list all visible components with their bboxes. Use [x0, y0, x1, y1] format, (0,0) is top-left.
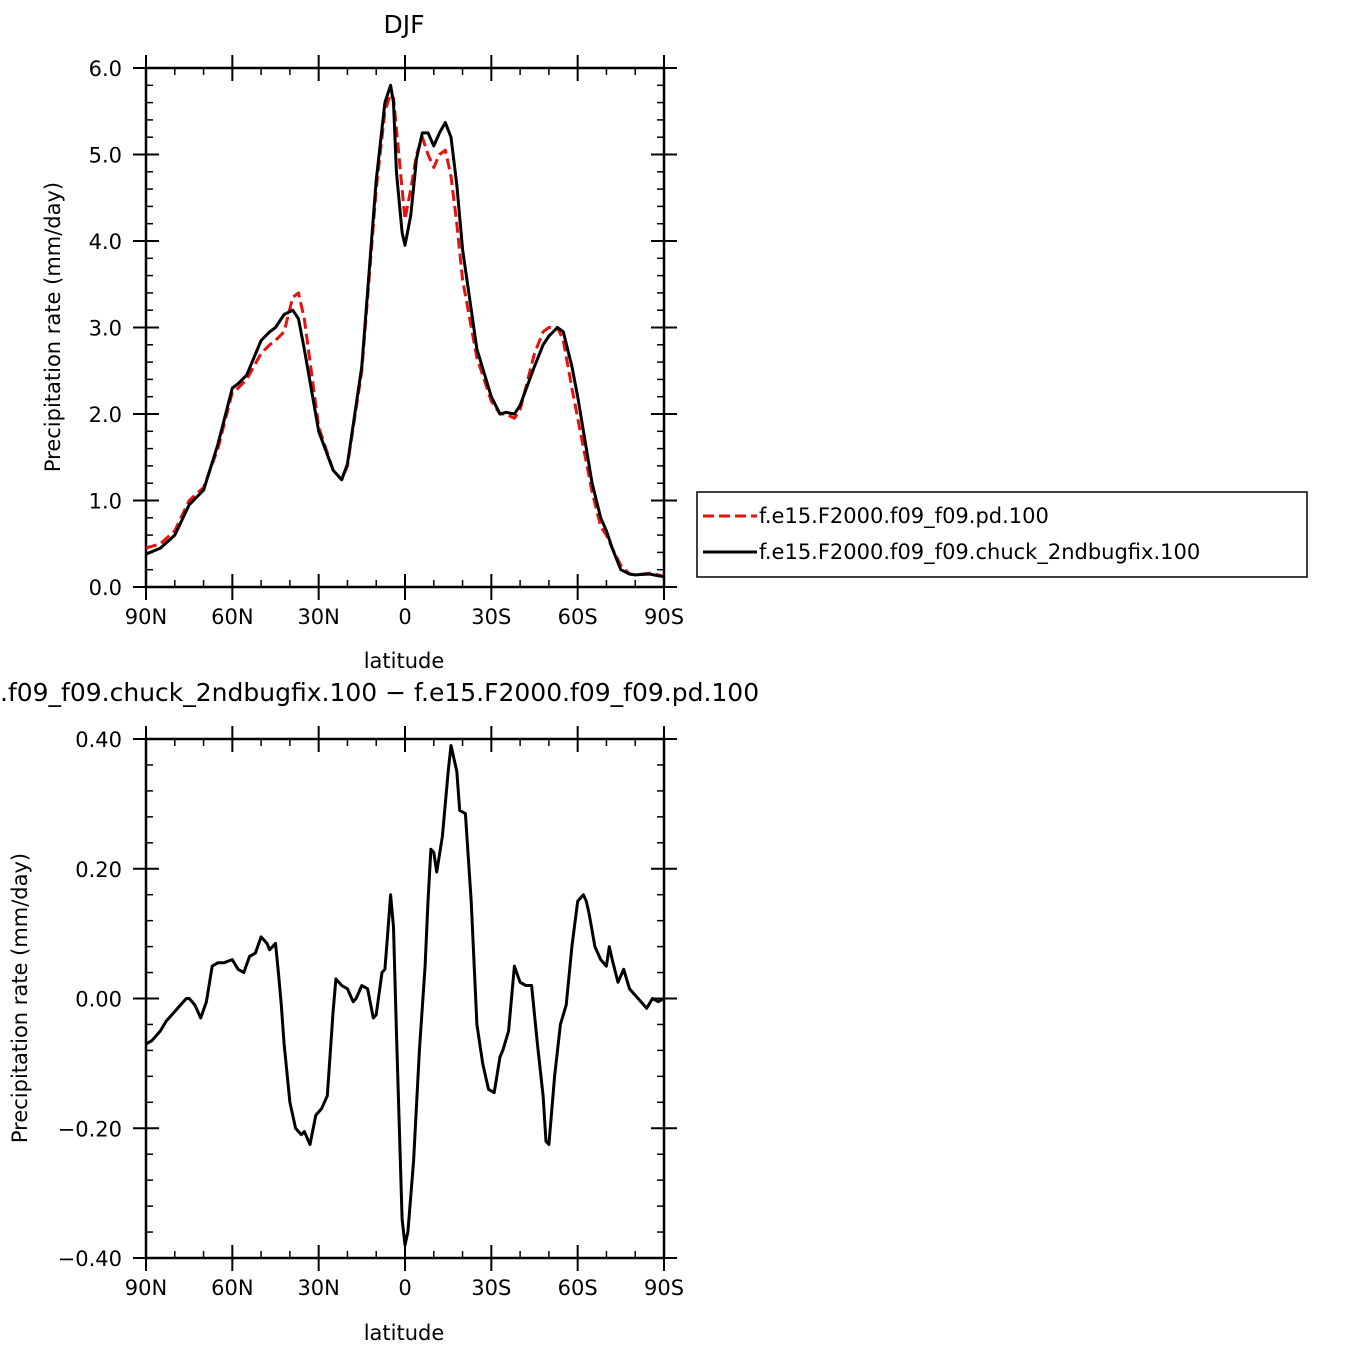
bottom-axis-ticks: 90N 60N 30N 0 30S 60S 90S −0.40 −0.20 0.00 0.20 0.4…: [58, 726, 684, 1300]
x-tick-label: 60S: [558, 605, 598, 629]
legend-label-pd: f.e15.F2000.f09_f09.pd.100: [759, 504, 1049, 529]
y-tick-label: −0.40: [58, 1247, 122, 1271]
x-tick-label: 90S: [644, 605, 684, 629]
y-tick-label: 0.0: [89, 576, 122, 600]
x-tick-label: 30S: [471, 605, 511, 629]
y-tick-label: 4.0: [89, 230, 122, 254]
top-x-axis-title: latitude: [364, 649, 445, 673]
x-tick-label: 30N: [297, 1276, 339, 1300]
y-tick-label: −0.20: [58, 1117, 122, 1141]
top-chart-panel: DJF 90N 60N 30N 0 30S 60S 90S 0.0 1.0 2.0 3.0 4.0 5.…: [41, 10, 1308, 673]
x-tick-label: 90S: [644, 1276, 684, 1300]
bottom-y-axis-title: Precipitation rate (mm/day): [8, 853, 32, 1143]
x-tick-label: 90N: [125, 1276, 167, 1300]
y-tick-label: 3.0: [89, 317, 122, 341]
top-y-axis-title: Precipitation rate (mm/day): [41, 182, 65, 472]
y-tick-label: 1.0: [89, 490, 122, 514]
series-line-1: [145, 83, 665, 579]
y-tick-label: 0.20: [75, 858, 122, 882]
y-tick-label: 2.0: [89, 403, 122, 427]
x-tick-label: 90N: [125, 605, 167, 629]
x-tick-label: 60N: [211, 605, 253, 629]
top-chart-title: DJF: [383, 10, 424, 39]
top-axis-ticks: 90N 60N 30N 0 30S 60S 90S 0.0 1.0 2.0 3.0 4.0 5.0 6.0: [89, 55, 684, 629]
y-tick-label: 5.0: [89, 144, 122, 168]
x-tick-label: 0: [398, 1276, 411, 1300]
x-tick-label: 30S: [471, 1276, 511, 1300]
series-line-0: [145, 744, 665, 1247]
x-tick-label: 60N: [211, 1276, 253, 1300]
series-line-0: [145, 92, 665, 579]
y-tick-label: 0.00: [75, 988, 122, 1012]
legend-label-chuck: f.e15.F2000.f09_f09.chuck_2ndbugfix.100: [759, 540, 1200, 565]
bottom-chart-panel: .f09_f09.chuck_2ndbugfix.100 − f.e15.F20…: [0, 678, 759, 1345]
y-tick-label: 0.40: [75, 728, 122, 752]
top-plot-frame: [144, 66, 666, 589]
legend-frame: [696, 491, 1308, 578]
legend: f.e15.F2000.f09_f09.pd.100 f.e15.F2000.f…: [696, 491, 1308, 578]
bottom-x-axis-title: latitude: [364, 1321, 445, 1345]
bottom-plot-frame: [144, 737, 666, 1260]
x-tick-label: 30N: [297, 605, 339, 629]
bottom-chart-title: .f09_f09.chuck_2ndbugfix.100 − f.e15.F20…: [0, 678, 759, 707]
top-series-group: [145, 83, 665, 579]
y-tick-label: 6.0: [89, 57, 122, 81]
bottom-series-group: [145, 744, 665, 1247]
x-tick-label: 60S: [558, 1276, 598, 1300]
x-tick-label: 0: [398, 605, 411, 629]
